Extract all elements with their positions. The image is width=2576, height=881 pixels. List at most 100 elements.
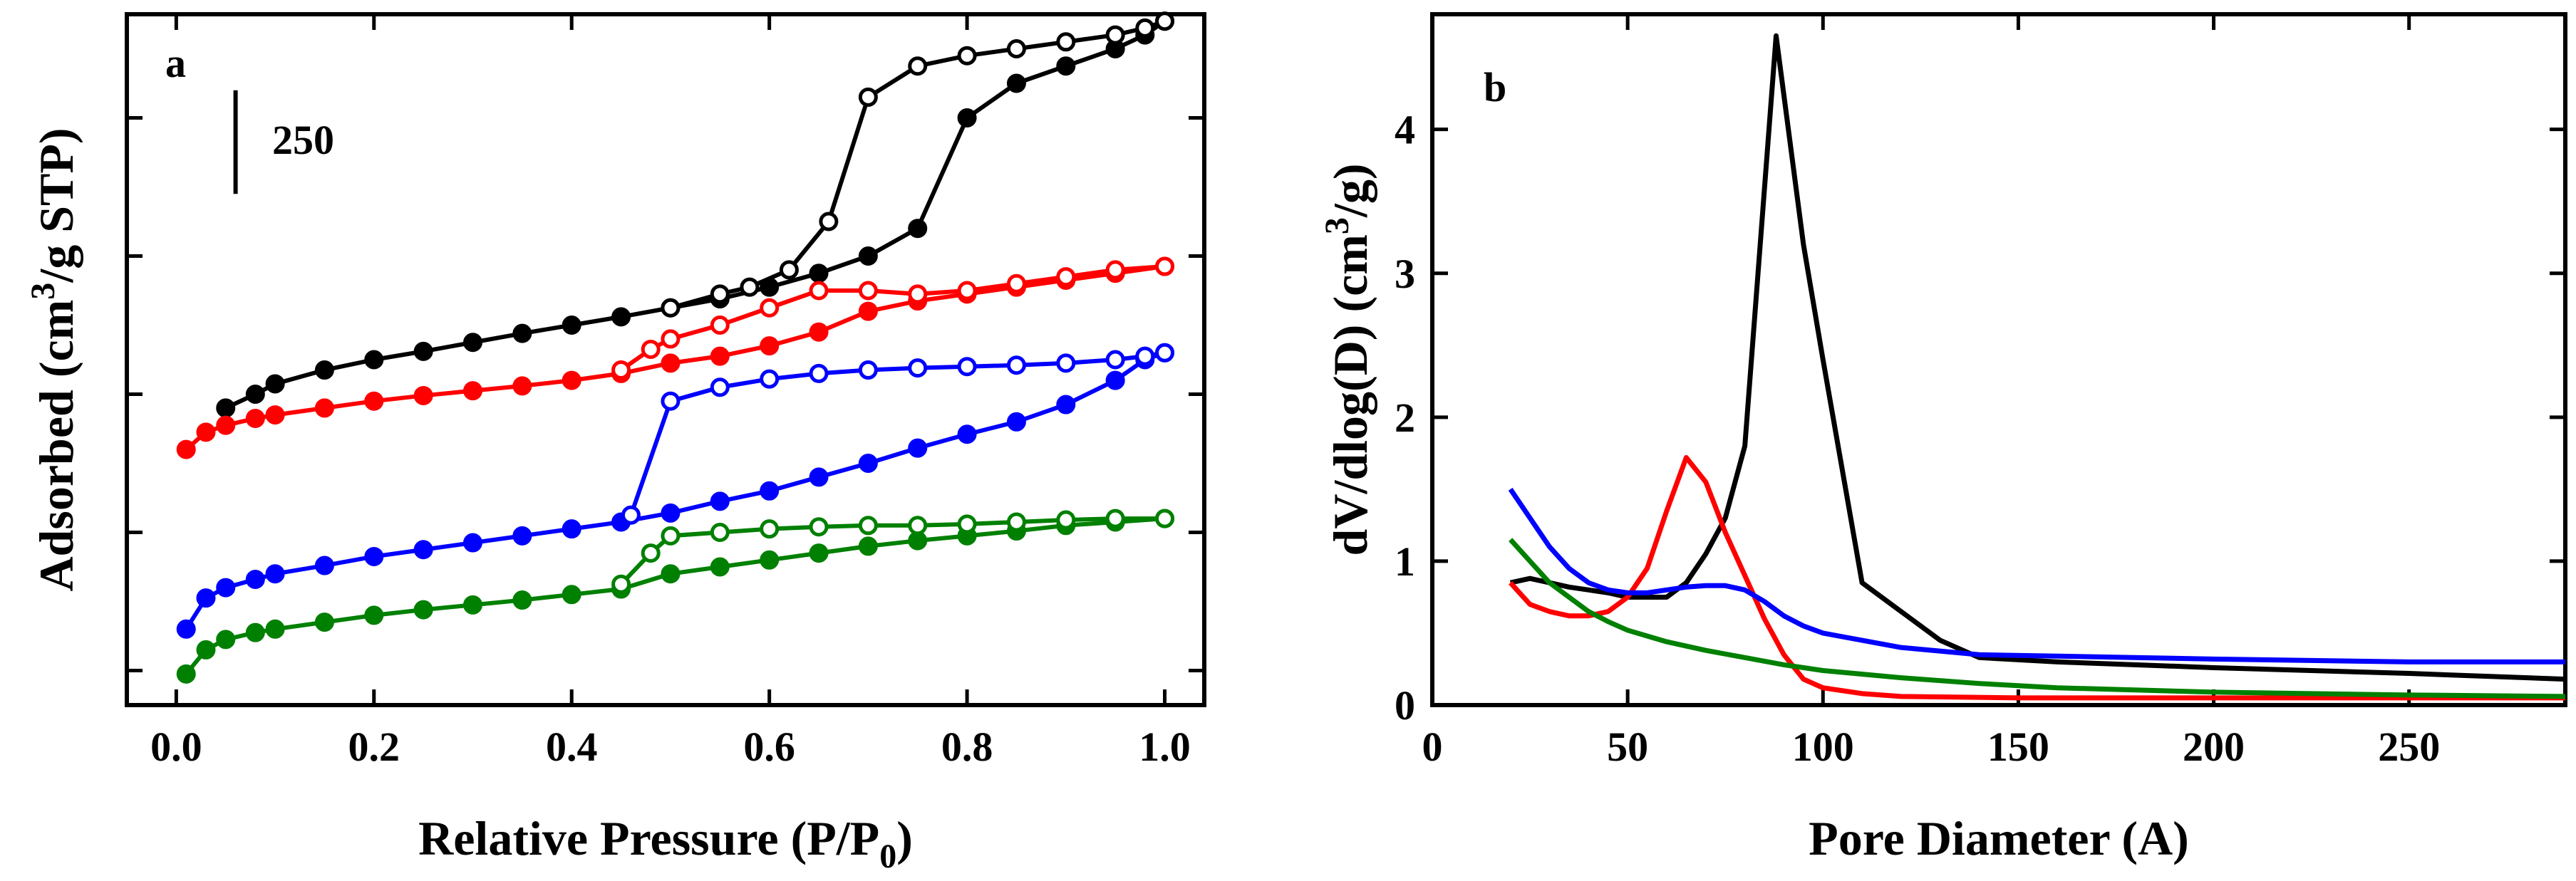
isotherm-red-adsorption-point bbox=[661, 353, 681, 373]
panel-b-y-tick-label: 1 bbox=[1395, 538, 1415, 585]
isotherm-black-adsorption-point bbox=[611, 307, 631, 327]
isotherm-blue-desorption-point bbox=[809, 363, 829, 383]
panel-b-frame bbox=[1430, 12, 2567, 707]
isotherm-green-adsorption-point bbox=[413, 600, 433, 620]
scale-bar-label: 250 bbox=[272, 117, 334, 163]
isotherm-black-adsorption-point bbox=[216, 398, 236, 418]
panel-a-x-tick-label: 0.4 bbox=[546, 724, 598, 770]
isotherm-black-desorption-point bbox=[710, 284, 730, 304]
isotherm-black-adsorption-point bbox=[562, 316, 581, 335]
isotherm-red-adsorption-point bbox=[512, 376, 532, 396]
isotherm-black-adsorption-point bbox=[265, 374, 285, 394]
panel-b-y-tick-label: 4 bbox=[1395, 107, 1415, 153]
panel-b-y-tick-label: 3 bbox=[1395, 251, 1415, 297]
isotherm-green-desorption-point bbox=[1155, 509, 1175, 528]
isotherm-red-adsorption-point bbox=[265, 405, 285, 425]
isotherm-black-adsorption-point bbox=[1006, 73, 1026, 93]
isotherm-green-adsorption-point bbox=[216, 630, 236, 650]
isotherm-green-adsorption-point bbox=[265, 619, 285, 639]
panel-b-y-tick-label: 2 bbox=[1395, 395, 1415, 441]
isotherm-black-adsorption-point bbox=[957, 108, 977, 127]
isotherm-green-adsorption-point bbox=[314, 612, 334, 632]
isotherm-green-adsorption-point bbox=[196, 640, 216, 660]
panel-a-x-tick-label: 0.0 bbox=[150, 724, 202, 770]
isotherm-green-desorption-line bbox=[619, 516, 1165, 586]
isotherm-blue-adsorption-point bbox=[908, 438, 928, 458]
isotherm-black-adsorption-point bbox=[858, 246, 878, 266]
isotherm-black-adsorption-point bbox=[512, 323, 532, 343]
isotherm-green-adsorption-point bbox=[562, 585, 581, 605]
isotherm-red-desorption-point bbox=[611, 360, 631, 380]
panel-b-series bbox=[1508, 33, 2566, 701]
isotherm-black-adsorption-point bbox=[809, 264, 829, 283]
isotherm-red-adsorption-point bbox=[413, 385, 433, 405]
panel-a-ticks: 0.0 0.2 0.4 0.6 0.8 1.0 bbox=[127, 14, 1204, 770]
isotherm-blue-adsorption-point bbox=[858, 454, 878, 473]
isotherm-black-desorption-point bbox=[661, 298, 681, 318]
isotherm-blue-adsorption-point bbox=[661, 503, 681, 523]
isotherm-red-desorption-point bbox=[661, 329, 681, 349]
isotherm-red-desorption-point bbox=[858, 281, 878, 301]
isotherm-blue-adsorption-point bbox=[314, 556, 334, 575]
isotherm-green-desorption-point bbox=[1105, 509, 1125, 528]
panel-b-x-tick-label: 200 bbox=[2183, 724, 2245, 770]
isotherm-blue-adsorption-point bbox=[265, 564, 285, 584]
isotherm-green-desorption-point bbox=[611, 574, 631, 594]
isotherm-blue-adsorption-point bbox=[710, 491, 730, 511]
isotherm-green-adsorption-point bbox=[364, 605, 384, 625]
isotherm-blue-desorption-point bbox=[1105, 350, 1125, 370]
panel-a-x-tick-label: 1.0 bbox=[1139, 724, 1191, 770]
isotherm-blue-adsorption-point bbox=[413, 540, 433, 560]
isotherm-red-adsorption-point bbox=[364, 391, 384, 411]
isotherm-blue-adsorption-point bbox=[245, 569, 265, 589]
panel-a-x-axis-label: Relative Pressure (P/P0) bbox=[418, 811, 913, 875]
isotherm-red-adsorption-point bbox=[710, 346, 730, 366]
isotherm-green-desorption-point bbox=[858, 516, 878, 536]
isotherm-red-desorption-point bbox=[809, 281, 829, 301]
isotherm-green-adsorption-point bbox=[908, 531, 928, 551]
isotherm-blue-desorption-line bbox=[629, 350, 1166, 516]
isotherm-blue-adsorption-point bbox=[364, 546, 384, 566]
isotherm-green-adsorption-point bbox=[760, 550, 780, 570]
pore-distribution-green-line bbox=[1509, 538, 2566, 699]
isotherm-black-adsorption-point bbox=[245, 385, 265, 404]
isotherm-blue-desorption-point bbox=[1006, 355, 1026, 375]
isotherm-blue-desorption-point bbox=[1155, 343, 1175, 363]
isotherm-green-adsorption-point bbox=[858, 536, 878, 556]
panel-b-x-tick-label: 50 bbox=[1607, 724, 1648, 770]
isotherm-green-desorption-point bbox=[760, 519, 780, 539]
isotherm-blue-adsorption-point bbox=[809, 467, 829, 487]
isotherm-black-desorption-point bbox=[1056, 32, 1076, 52]
isotherm-green-desorption-point bbox=[809, 517, 829, 537]
isotherm-blue-adsorption-point bbox=[1105, 370, 1125, 390]
isotherm-black-desorption-point bbox=[1006, 39, 1026, 58]
isotherm-black-desorption-point bbox=[740, 277, 760, 297]
isotherm-blue-desorption-point bbox=[621, 505, 641, 525]
isotherm-blue-desorption-point bbox=[908, 358, 928, 378]
isotherm-red-desorption-point bbox=[957, 281, 977, 301]
isotherm-red-adsorption-point bbox=[809, 322, 829, 342]
isotherm-blue-desorption-point bbox=[760, 369, 780, 389]
isotherm-green-adsorption-point bbox=[463, 595, 483, 615]
panel-b: 0 50 100 150 200 250 0 1 2 3 4 b Pore Diameter (A)… bbox=[1318, 12, 2567, 865]
isotherm-black-adsorption-line bbox=[224, 19, 1167, 410]
panel-b-y-tick-label: 0 bbox=[1395, 682, 1415, 729]
panel-b-y-axis-label: dV/dlog(D) (cm3/g) bbox=[1318, 164, 1377, 556]
panel-b-ticks: 0 50 100 150 200 250 0 1 2 3 4 bbox=[1395, 14, 2565, 770]
isotherm-red-desorption-point bbox=[710, 316, 730, 335]
isotherm-black-desorption-point bbox=[779, 260, 799, 280]
isotherm-red-desorption-point bbox=[908, 284, 928, 304]
isotherm-red-desorption-point bbox=[1155, 256, 1175, 276]
isotherm-red-desorption-point bbox=[1056, 267, 1076, 287]
isotherm-blue-desorption-point bbox=[1056, 353, 1076, 373]
isotherm-black-desorption-point bbox=[858, 87, 878, 107]
panel-a-series bbox=[176, 11, 1175, 684]
panel-a-x-tick-label: 0.6 bbox=[743, 724, 795, 770]
isotherm-black-desorption-point bbox=[1155, 11, 1175, 31]
isotherm-green-desorption-point bbox=[1056, 510, 1076, 530]
isotherm-red-adsorption-point bbox=[562, 370, 581, 390]
panel-b-x-tick-label: 100 bbox=[1792, 724, 1854, 770]
panel-b-x-tick-label: 150 bbox=[1987, 724, 2049, 770]
isotherm-green-adsorption-point bbox=[245, 622, 265, 642]
